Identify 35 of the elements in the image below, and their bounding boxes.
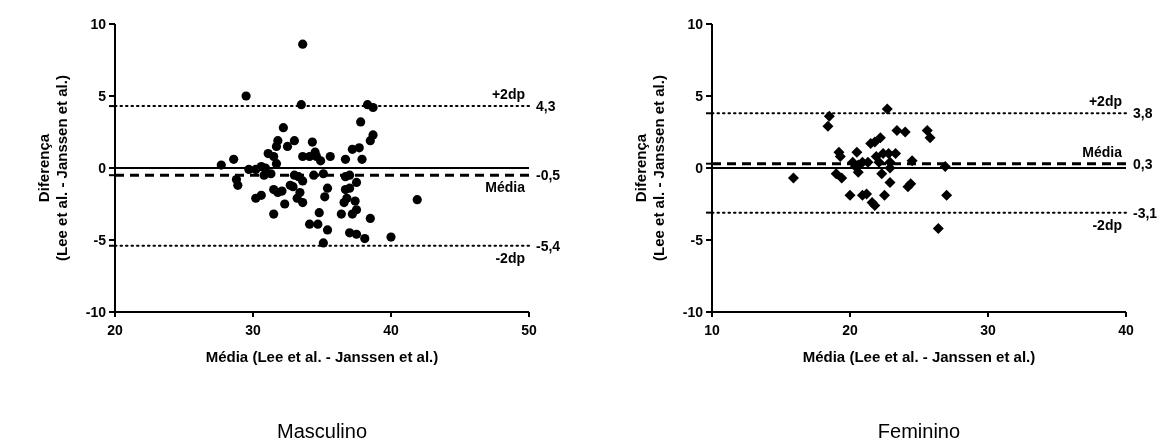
text: Feminino [877,420,961,442]
ref-line-label: Média [1082,143,1123,160]
text: 0,3 [1133,155,1153,172]
y-tick-label: 5 [695,88,704,104]
y-tick-label: -5 [93,232,107,248]
x-tick-label: 20 [842,322,858,338]
text: 3,8 [1133,105,1153,122]
x-tick-label: 40 [1118,322,1134,338]
x-axis-title: Média (Lee et al. - Janssen et al.) [802,348,1036,365]
text: -0,5 [536,167,561,184]
text: Masculino [276,420,368,442]
x-tick-label: 30 [980,322,996,338]
ref-line-label: Média [485,179,526,196]
y-axis-title: Diferença (Lee et al. - Janssen et al.) [632,75,667,261]
y-tick-label: -10 [682,304,704,320]
y-tick-label: 0 [98,160,107,176]
y-tick-label: 5 [98,88,107,104]
ref-line-label: +2dp [491,86,525,103]
text: -5,4 [536,237,561,254]
y-tick-label: 10 [90,16,107,32]
x-tick-label: 30 [245,322,261,338]
x-tick-label: 20 [107,322,123,338]
ref-line-label: -2dp [1092,216,1122,233]
y-tick-label: -5 [690,232,704,248]
x-tick-label: 50 [521,322,537,338]
y-axis-title: Diferença (Lee et al. - Janssen et al.) [35,75,70,261]
ref-line-label: -2dp [495,249,525,266]
x-tick-label: 40 [383,322,399,338]
text: 4,3 [536,98,556,115]
y-tick-label: -10 [85,304,107,320]
x-axis-title: Média (Lee et al. - Janssen et al.) [205,348,439,365]
y-tick-label: 10 [687,16,704,32]
ref-line-label: +2dp [1088,93,1122,110]
y-tick-label: 0 [695,160,704,176]
text: -3,1 [1133,204,1158,221]
